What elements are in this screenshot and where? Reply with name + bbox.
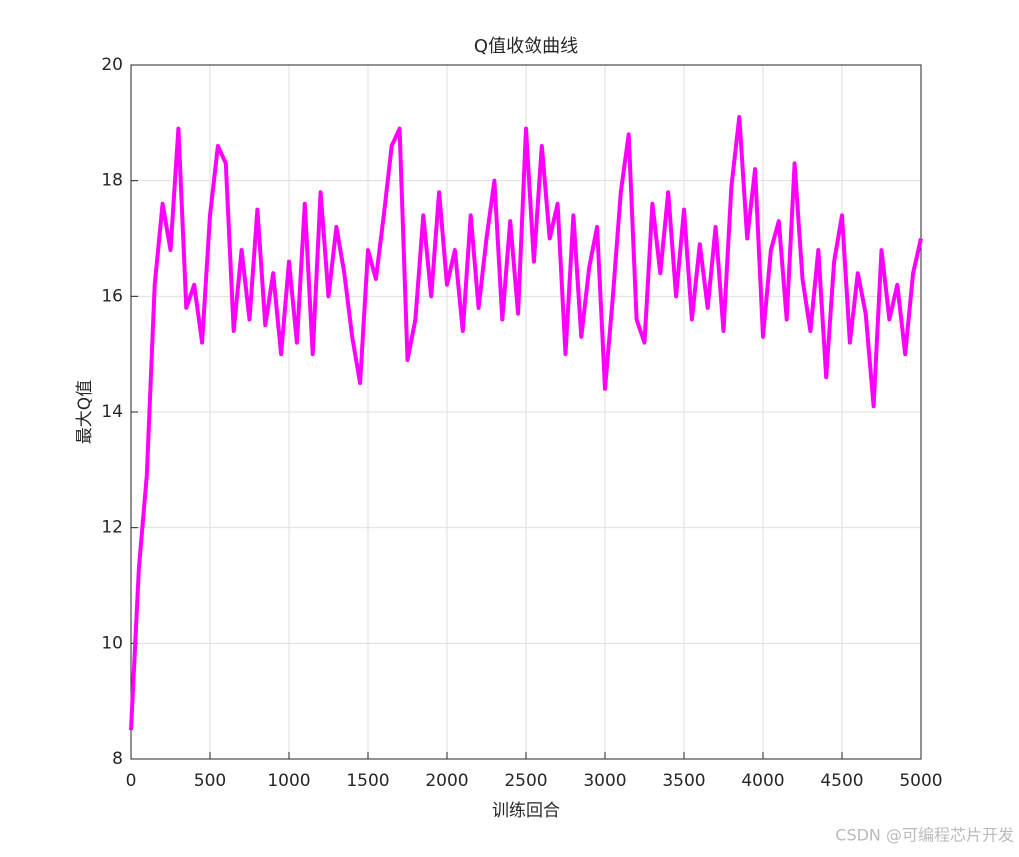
y-tick-label: 8 bbox=[112, 749, 123, 769]
x-tick-label: 0 bbox=[126, 771, 137, 791]
chart-title: Q值收敛曲线 bbox=[474, 36, 578, 57]
y-tick-label: 12 bbox=[101, 518, 123, 538]
x-tick-label: 3500 bbox=[662, 771, 705, 791]
plot-frame bbox=[130, 64, 922, 760]
watermark: CSDN @可编程芯片开发 bbox=[835, 826, 1014, 845]
y-tick-label: 20 bbox=[101, 55, 123, 75]
x-tick-label: 1500 bbox=[346, 771, 389, 791]
y-tick-label: 16 bbox=[101, 286, 123, 306]
line bbox=[129, 115, 923, 731]
x-tick-label: 2500 bbox=[504, 771, 547, 791]
x-tick-label: 1000 bbox=[267, 771, 310, 791]
x-axis-label: 训练回合 bbox=[492, 801, 560, 821]
y-tick-label: 10 bbox=[101, 633, 123, 653]
y-tick-label: 14 bbox=[101, 402, 123, 422]
x-tick-label: 500 bbox=[194, 771, 226, 791]
y-tick-label: 18 bbox=[101, 171, 123, 191]
x-tick-label: 2000 bbox=[425, 771, 468, 791]
x-tick-label: 4500 bbox=[820, 771, 863, 791]
y-axis-label: 最大Q值 bbox=[75, 380, 95, 444]
x-tick-label: 3000 bbox=[583, 771, 626, 791]
x-tick-label: 5000 bbox=[899, 771, 942, 791]
x-tick-label: 4000 bbox=[741, 771, 784, 791]
